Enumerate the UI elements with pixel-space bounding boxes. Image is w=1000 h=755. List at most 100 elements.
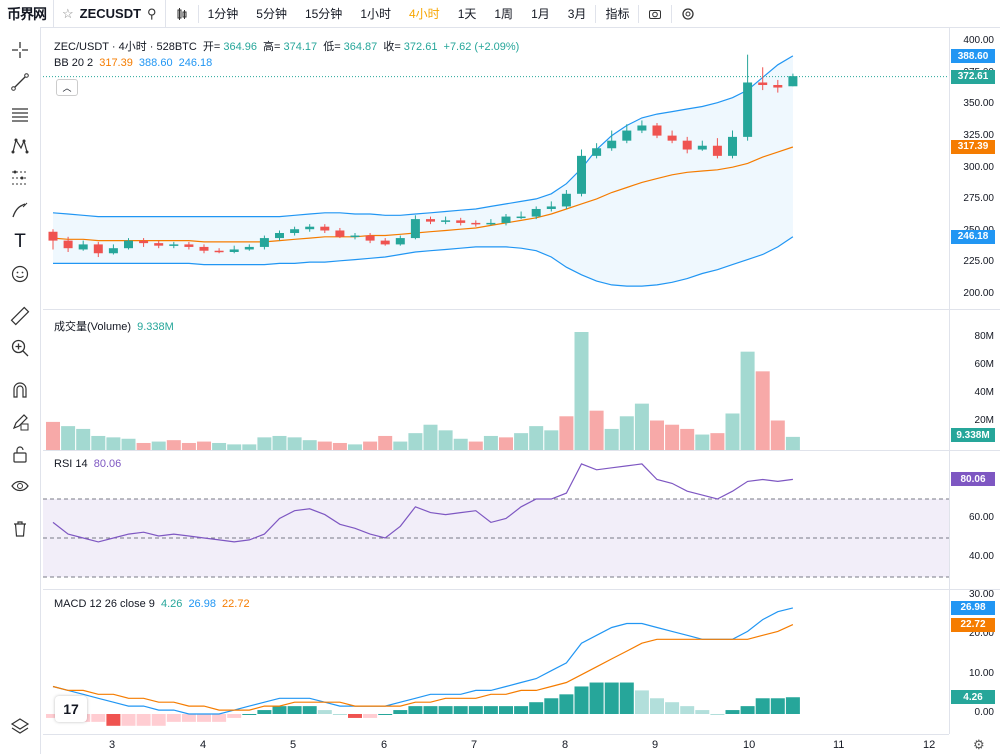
candle xyxy=(788,76,798,87)
macd-signal-value: 22.72 xyxy=(222,598,250,610)
price-chart[interactable] xyxy=(43,28,949,309)
volume-bar xyxy=(453,438,468,450)
macd-legend: MACD 12 26 close 9 4.26 26.98 22.72 xyxy=(54,598,253,610)
candle xyxy=(712,145,722,156)
camera-icon[interactable] xyxy=(639,0,671,27)
volume-bar xyxy=(604,428,619,450)
chart-type-button[interactable] xyxy=(166,0,198,27)
interval-4[interactable]: 4小时 xyxy=(409,7,440,21)
time-tick: 4 xyxy=(200,739,207,751)
interval-6[interactable]: 1周 xyxy=(494,7,514,21)
macd-histogram-bar xyxy=(317,710,332,714)
interval-0[interactable]: 1分钟 xyxy=(207,7,239,21)
volume-bar xyxy=(332,442,347,450)
crosshair-icon[interactable] xyxy=(7,37,33,63)
pane-divider[interactable] xyxy=(43,589,1000,590)
macd-signal-line xyxy=(52,624,794,711)
trend-line-icon[interactable] xyxy=(7,69,33,95)
volume-bar xyxy=(272,435,287,450)
volume-bar xyxy=(408,433,423,450)
pane-divider[interactable] xyxy=(43,309,1000,310)
tradingview-logo[interactable]: 17 xyxy=(55,696,87,722)
candle xyxy=(108,248,118,254)
text-icon[interactable]: T xyxy=(14,231,26,252)
volume-bar xyxy=(287,437,302,450)
interval-2[interactable]: 15分钟 xyxy=(304,7,343,21)
volume-bar xyxy=(302,440,317,450)
candle xyxy=(275,233,284,239)
pane-divider[interactable] xyxy=(43,450,1000,451)
volume-bar xyxy=(559,416,574,450)
volume-chart[interactable] xyxy=(43,310,949,450)
volume-bar xyxy=(61,426,76,450)
symbol-name[interactable]: ZECUSDT xyxy=(79,6,142,21)
macd-chart[interactable] xyxy=(43,590,949,734)
layers-icon[interactable] xyxy=(7,713,33,739)
site-logo[interactable]: 币界网 xyxy=(0,0,54,27)
volume-bar xyxy=(151,441,166,450)
rsi-axis[interactable]: 60.00 40.00 80.06 xyxy=(949,451,1000,589)
rsi-tick: 40.00 xyxy=(968,550,994,562)
interval-8[interactable]: 3月 xyxy=(567,7,587,21)
volume-bar xyxy=(317,441,332,450)
forecast-icon[interactable] xyxy=(7,165,33,191)
macd-histogram-bar xyxy=(680,706,695,714)
trash-icon[interactable] xyxy=(7,515,33,541)
macd-histogram-bar xyxy=(348,714,362,718)
interval-1[interactable]: 5分钟 xyxy=(256,7,287,21)
magnet-icon[interactable] xyxy=(7,377,33,403)
brush-icon[interactable] xyxy=(7,197,33,223)
volume-tick: 60M xyxy=(974,358,994,370)
time-tick: 10 xyxy=(743,739,756,751)
macd-histogram-bar xyxy=(136,714,151,726)
collapse-legend-button[interactable]: ︿ xyxy=(56,79,78,96)
bb-label: BB 20 2 xyxy=(54,57,94,69)
ruler-icon[interactable] xyxy=(7,303,33,329)
zoom-in-icon[interactable] xyxy=(7,335,33,361)
rsi-value: 80.06 xyxy=(93,458,122,470)
star-icon[interactable]: ☆ xyxy=(62,5,74,21)
macd-histogram-bar xyxy=(755,698,770,714)
rsi-tick: 60.00 xyxy=(968,511,994,523)
macd-histogram-bar xyxy=(423,706,438,714)
pattern-icon[interactable] xyxy=(7,133,33,159)
interval-5[interactable]: 1天 xyxy=(457,7,477,21)
volume-bar xyxy=(665,424,680,450)
eye-icon[interactable] xyxy=(7,473,33,499)
settings-gear-icon[interactable] xyxy=(672,0,704,27)
macd-histogram-bar xyxy=(634,690,649,714)
legend-high-label: 高= xyxy=(263,41,281,53)
macd-histogram-bar xyxy=(589,682,604,714)
bb-mid-line xyxy=(52,146,794,243)
volume-bar xyxy=(483,435,498,450)
candle xyxy=(93,244,103,254)
macd-histogram-bar xyxy=(710,714,725,715)
volume-axis[interactable]: 80M 60M 40M 20M 9.338M xyxy=(949,310,1000,450)
lock-drawings-pencil-icon[interactable] xyxy=(7,409,33,435)
time-tick: 3 xyxy=(109,739,116,751)
interval-7[interactable]: 1月 xyxy=(531,7,550,21)
candle xyxy=(169,244,179,246)
time-axis[interactable]: 3 4 5 6 7 8 9 10 11 12 xyxy=(43,734,949,755)
emoji-icon[interactable] xyxy=(7,261,33,287)
macd-histogram-bar xyxy=(212,714,227,722)
price-tick: 300.00 xyxy=(963,161,994,173)
rsi-chart[interactable] xyxy=(43,451,949,589)
volume-tick: 80M xyxy=(974,330,994,342)
candle xyxy=(290,229,300,234)
macd-histogram-bar xyxy=(408,706,423,714)
symbol-selector[interactable]: ☆ ZECUSDT ⚲ xyxy=(54,0,166,27)
macd-histogram-bar xyxy=(242,714,257,715)
volume-bar xyxy=(680,428,695,450)
price-tick: 325.00 xyxy=(963,129,994,141)
search-icon[interactable]: ⚲ xyxy=(147,5,157,21)
macd-histogram-bar xyxy=(121,714,136,726)
interval-3[interactable]: 1小时 xyxy=(360,7,391,21)
price-axis[interactable]: 400.00375.00350.00325.00300.00275.00250.… xyxy=(949,28,1000,309)
candle xyxy=(607,140,617,149)
horizontal-lines-icon[interactable] xyxy=(7,101,33,127)
indicators-button[interactable]: 指标 xyxy=(605,7,630,21)
lock-icon[interactable] xyxy=(7,441,33,467)
axis-settings-icon[interactable]: ⚙ xyxy=(973,737,985,752)
macd-axis[interactable]: 30.00 20.00 10.00 0.00 26.98 22.72 4.26 xyxy=(949,589,1000,734)
